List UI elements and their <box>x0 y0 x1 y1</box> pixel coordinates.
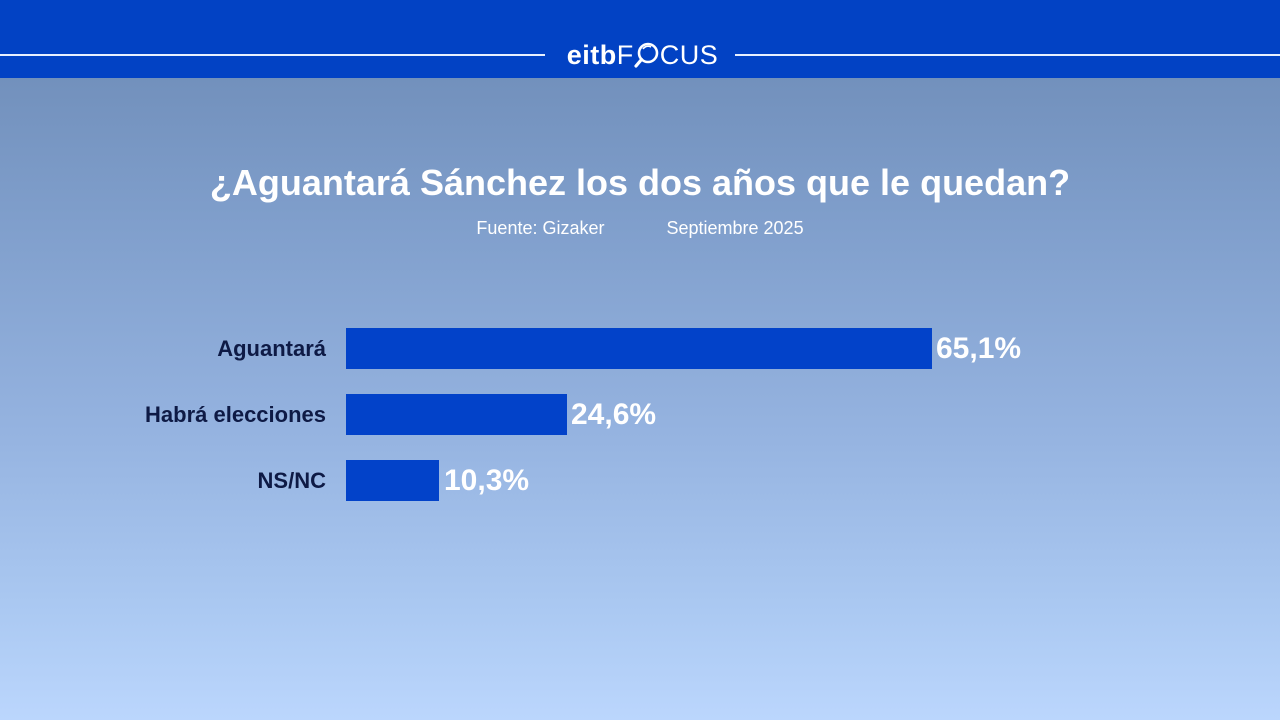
bar-row-habra-elecciones: Habrá elecciones 24,6% <box>0 394 1280 435</box>
bar-label: Aguantará <box>217 336 326 361</box>
logo-focus-rest: CUS <box>659 39 719 70</box>
bar-label: Habrá elecciones <box>145 402 326 427</box>
header-rule-right <box>735 54 1280 56</box>
bar-label: NS/NC <box>257 468 326 493</box>
bar-value: 24,6% <box>571 398 657 431</box>
logo-focus-text: F CUS <box>617 40 719 71</box>
chart-subtitle: Fuente: Gizaker Septiembre 2025 <box>0 218 1280 239</box>
magnifier-icon <box>634 42 659 68</box>
bar <box>346 460 439 501</box>
bar <box>346 328 932 369</box>
chart-date: Septiembre 2025 <box>666 218 804 238</box>
bar-value: 10,3% <box>444 464 530 497</box>
header-rule-left <box>0 54 545 56</box>
chart-source: Fuente: Gizaker <box>476 218 605 238</box>
bar-value: 65,1% <box>936 332 1022 365</box>
bar-row-ns-nc: NS/NC 10,3% <box>0 460 1280 501</box>
logo-focus-f: F <box>616 39 634 70</box>
logo-eitb-text: eitb <box>566 39 617 70</box>
eitb-focus-logo: eitb F CUS <box>555 35 730 75</box>
bar-row-aguantara: Aguantará 65,1% <box>0 328 1280 369</box>
header-bar: eitb F CUS <box>0 0 1280 78</box>
bar <box>346 394 567 435</box>
chart-title: ¿Aguantará Sánchez los dos años que le q… <box>209 162 1071 203</box>
